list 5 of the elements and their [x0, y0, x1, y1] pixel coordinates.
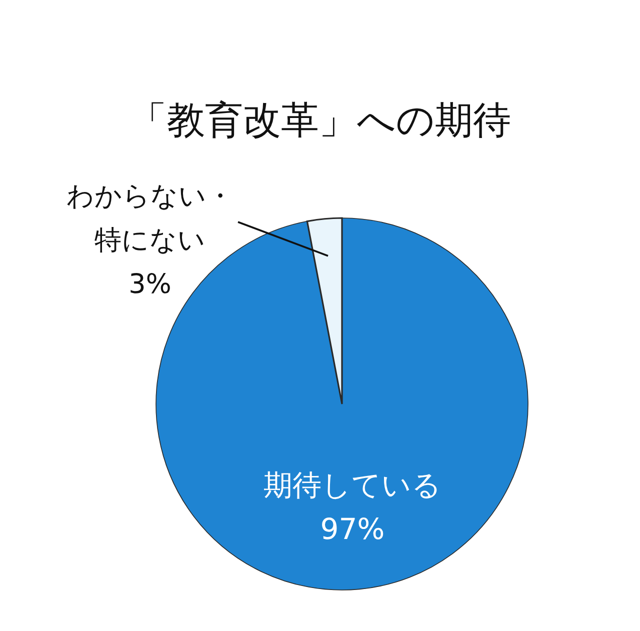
chart-title: 「教育改革」への期待 — [129, 98, 511, 142]
slice-label: 期待している — [264, 468, 442, 502]
data-label: 3% — [128, 269, 172, 300]
data-label: 97% — [320, 512, 385, 546]
slice-label: わからない・特にない — [66, 181, 234, 256]
